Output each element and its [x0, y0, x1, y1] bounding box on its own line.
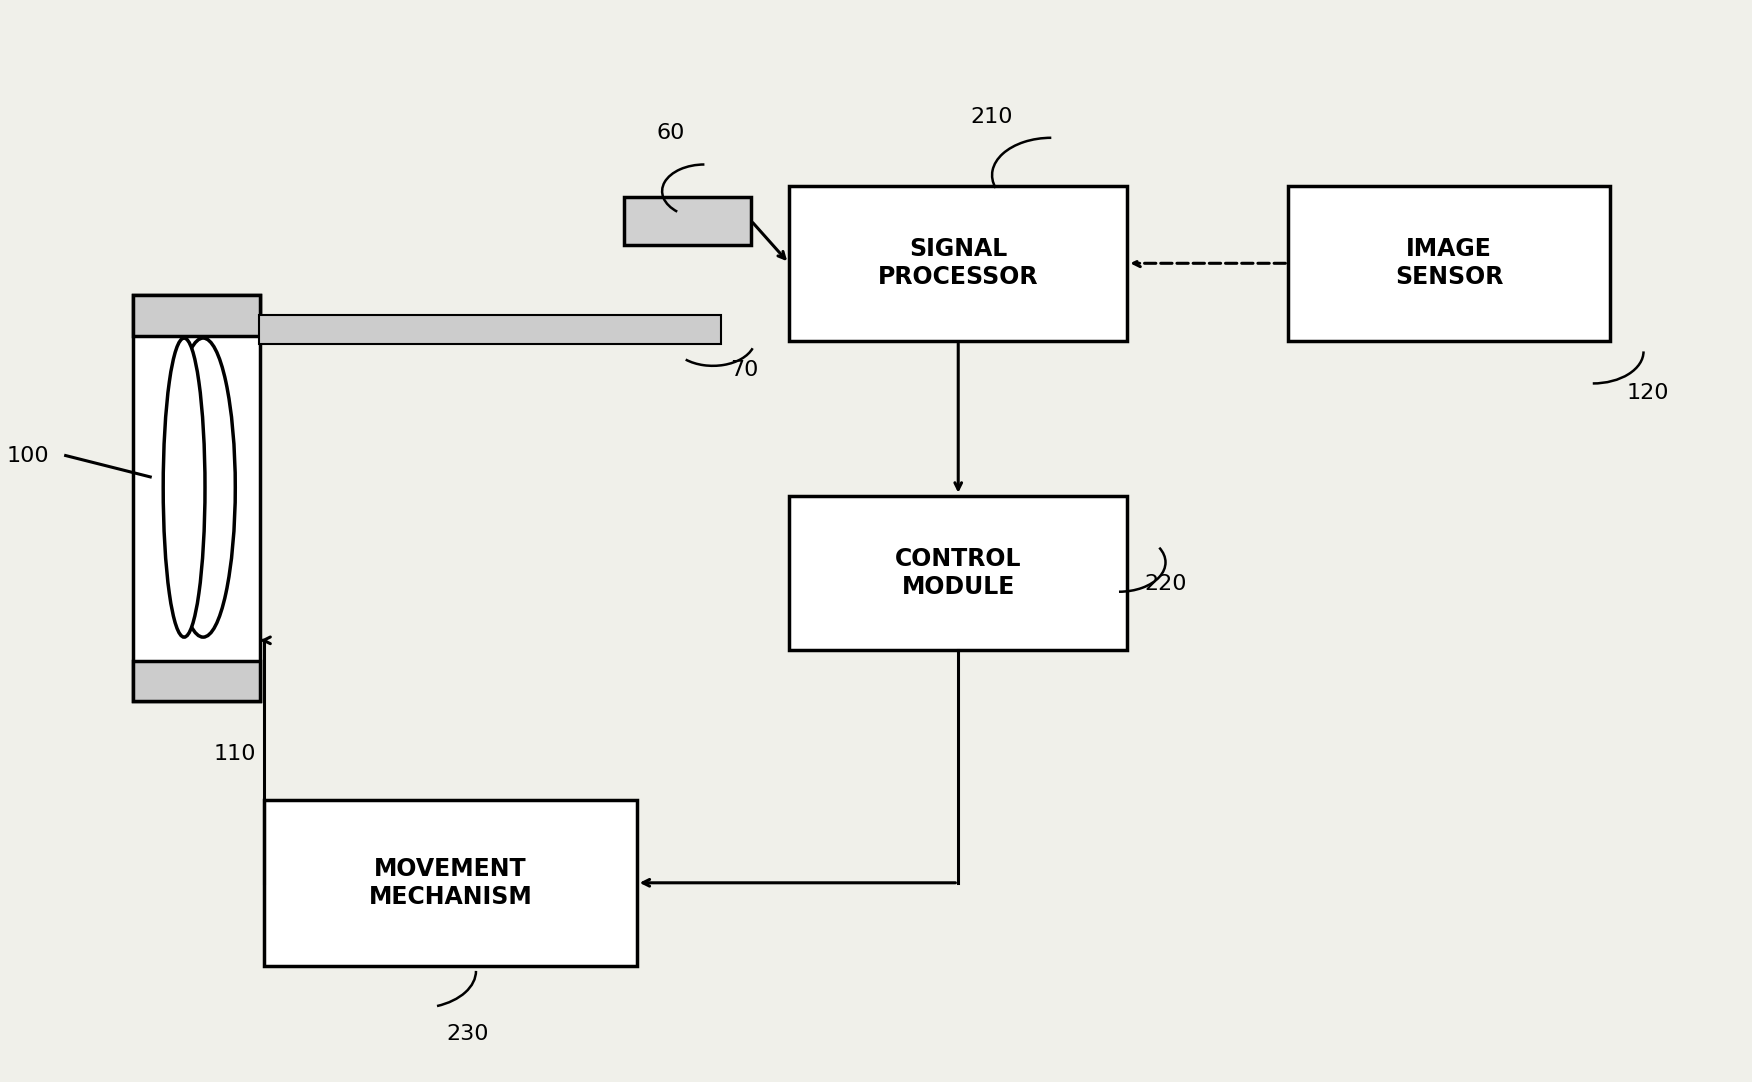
Text: 220: 220	[1144, 573, 1186, 594]
Text: 60: 60	[657, 123, 685, 143]
Bar	[265, 800, 636, 965]
Text: 210: 210	[971, 107, 1013, 127]
Ellipse shape	[172, 338, 235, 637]
Bar	[133, 295, 261, 701]
Ellipse shape	[163, 338, 205, 637]
Text: 110: 110	[214, 744, 256, 764]
Text: MOVEMENT
MECHANISM: MOVEMENT MECHANISM	[368, 857, 533, 909]
Bar	[133, 661, 261, 701]
Text: 70: 70	[731, 360, 759, 381]
Text: IMAGE
SENSOR: IMAGE SENSOR	[1395, 237, 1503, 289]
Text: SIGNAL
PROCESSOR: SIGNAL PROCESSOR	[878, 237, 1039, 289]
Text: CONTROL
MODULE: CONTROL MODULE	[895, 547, 1021, 599]
Bar	[1288, 186, 1610, 341]
Bar	[788, 186, 1128, 341]
Bar	[788, 496, 1128, 650]
Bar	[133, 295, 261, 335]
Text: 230: 230	[447, 1025, 489, 1044]
Bar	[624, 197, 752, 245]
Bar	[259, 315, 722, 344]
Text: 100: 100	[5, 446, 49, 465]
Text: 120: 120	[1626, 383, 1670, 404]
